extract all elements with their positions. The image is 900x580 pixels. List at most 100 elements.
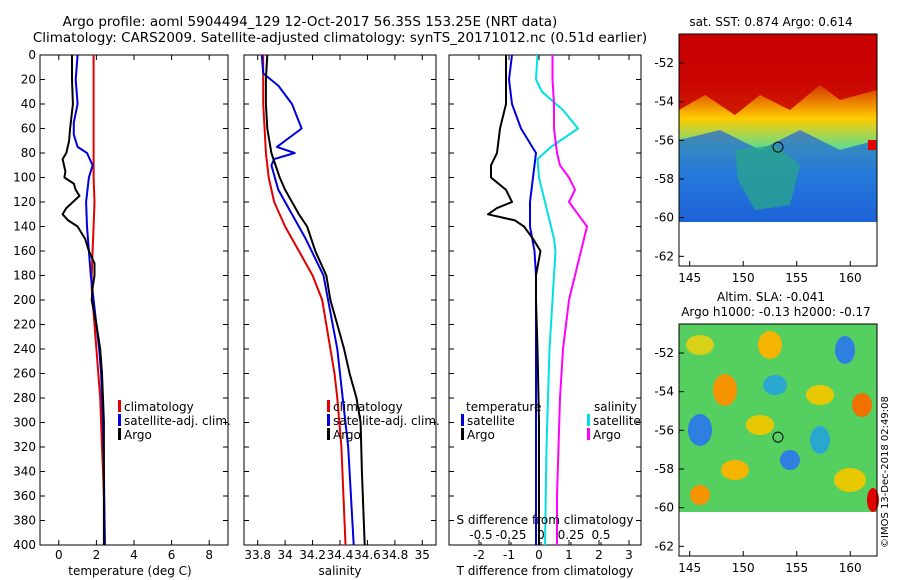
sla-blob: [686, 335, 714, 355]
legend-swatch-t-satellite: [461, 414, 464, 426]
figure-title-line2: Climatology: CARS2009. Satellite-adjuste…: [33, 30, 647, 46]
legend-swatch-argo: [327, 428, 330, 440]
map-x-tick-label: 155: [785, 271, 808, 285]
series-line-satellite-adj-clim-: [260, 55, 355, 545]
sla-blob: [746, 415, 774, 435]
x-tick-label: 34: [278, 548, 293, 562]
s-tick-label: 0: [537, 528, 545, 542]
depth-tick-label: 380: [13, 514, 36, 528]
map-y-tick-label: -56: [654, 423, 674, 437]
sla-blob: [835, 336, 855, 364]
sst-warm-region: [679, 34, 877, 115]
sla-blob: [852, 393, 872, 417]
series-line-argo: [61, 55, 105, 545]
sla-map: [678, 323, 879, 557]
depth-tick-label: 160: [13, 244, 36, 258]
x-tick-label: 0: [535, 548, 543, 562]
legend-label-t-satellite: satellite: [467, 414, 515, 428]
legend-label-argo: Argo: [333, 428, 361, 442]
s-tick-label: 0.5: [591, 528, 610, 542]
difference-legend: temperature satellite Argo salinity sate…: [461, 400, 641, 442]
x-tick-label: -1: [503, 548, 515, 562]
legend-swatch-s-argo: [587, 428, 590, 440]
map-y-tick-label: -54: [654, 95, 674, 109]
x-tick-label: 4: [130, 548, 138, 562]
legend-swatch-climatology: [118, 400, 121, 412]
salinity-series: [260, 55, 366, 545]
salinity-legend: climatology satellite-adj. clim. Argo: [327, 400, 440, 442]
temperature-xlabel: temperature (deg C): [68, 564, 191, 578]
depth-tick-label: 60: [21, 122, 36, 136]
sla-blob: [688, 414, 712, 446]
depth-tick-label: 100: [13, 171, 36, 185]
x-tick-label: 33.8: [244, 548, 271, 562]
x-tick-label: 2: [93, 548, 101, 562]
map-x-tick-label: 145: [678, 271, 701, 285]
salinity-x-axis: 33.8 34 34.2 34.4 34.6 34.8 35: [244, 55, 430, 562]
depth-tick-label: 360: [13, 489, 36, 503]
sla-map-frame: [678, 323, 878, 557]
x-tick-label: 34.4: [327, 548, 354, 562]
temperature-panel-frame: [39, 54, 229, 546]
map-x-tick-label: 150: [732, 271, 755, 285]
sla-argo-marker: [772, 431, 784, 443]
map-y-tick-label: -60: [654, 501, 674, 515]
sla-blob: [834, 468, 866, 492]
map-x-tick-label: 160: [839, 561, 862, 575]
sla-blob: [810, 426, 830, 454]
map-x-tick-label: 160: [839, 271, 862, 285]
map-y-tick-label: -58: [654, 462, 674, 476]
map-y-tick-label: -58: [654, 172, 674, 186]
x-tick-label: 1: [565, 548, 573, 562]
sla-blob: [763, 375, 787, 395]
legend-label-satellite: satellite-adj. clim.: [124, 414, 231, 428]
depth-tick-label: 140: [13, 220, 36, 234]
depth-tick-label: 200: [13, 293, 36, 307]
sla-blob: [867, 488, 879, 512]
map-y-tick-label: -62: [654, 539, 674, 553]
t-difference-xlabel: T difference from climatology: [456, 564, 634, 578]
depth-tick-label: 20: [21, 73, 36, 87]
sst-argo-marker: [772, 141, 784, 153]
map-y-tick-label: -52: [654, 346, 674, 360]
sla-blob: [690, 485, 710, 505]
difference-series: [487, 55, 588, 545]
sla-blob: [721, 460, 749, 480]
depth-tick-label: 280: [13, 391, 36, 405]
sst-nodata: [679, 222, 877, 266]
series-line-temperature-satellite: [508, 55, 537, 545]
depth-axis: 0 20 40 60 80 100 120 140 160 180 200 220 240 260 280 3…: [13, 48, 641, 552]
s-difference-xlabel: S difference from climatology: [457, 513, 634, 527]
sla-blob: [758, 331, 782, 359]
map-y-tick-label: -62: [654, 249, 674, 263]
series-line-salinity-argo: [551, 55, 588, 545]
sst-map: [678, 33, 878, 267]
sla-blob: [806, 385, 834, 405]
legend-heading-salinity: salinity: [594, 400, 637, 414]
salinity-panel-frame: [243, 54, 437, 546]
x-tick-label: -2: [473, 548, 485, 562]
depth-tick-label: 220: [13, 318, 36, 332]
legend-swatch-satellite: [118, 414, 121, 426]
x-tick-label: 2: [595, 548, 603, 562]
x-tick-label: 34.2: [299, 548, 326, 562]
x-tick-label: 3: [625, 548, 633, 562]
figure-title-line1: Argo profile: aoml 5904494_129 12-Oct-20…: [63, 14, 558, 30]
s-tick-label: 0.25: [558, 528, 585, 542]
legend-swatch-argo: [118, 428, 121, 440]
legend-swatch-climatology: [327, 400, 330, 412]
sla-nodata: [679, 512, 877, 556]
salinity-xlabel: salinity: [318, 564, 361, 578]
series-line-argo: [264, 55, 366, 545]
series-line-temperature-argo: [487, 55, 542, 545]
difference-panel-frame: [448, 54, 642, 546]
legend-label-t-argo: Argo: [467, 428, 495, 442]
map-x-tick-label: 155: [785, 561, 808, 575]
depth-tick-label: 300: [13, 416, 36, 430]
legend-label-climatology: climatology: [124, 400, 194, 414]
t-difference-x-axis: -2 -1 0 1 2 3: [473, 55, 633, 562]
series-line-satellite-adj-clim-: [72, 55, 106, 545]
x-tick-label: 35: [415, 548, 430, 562]
depth-tick-label: 260: [13, 367, 36, 381]
